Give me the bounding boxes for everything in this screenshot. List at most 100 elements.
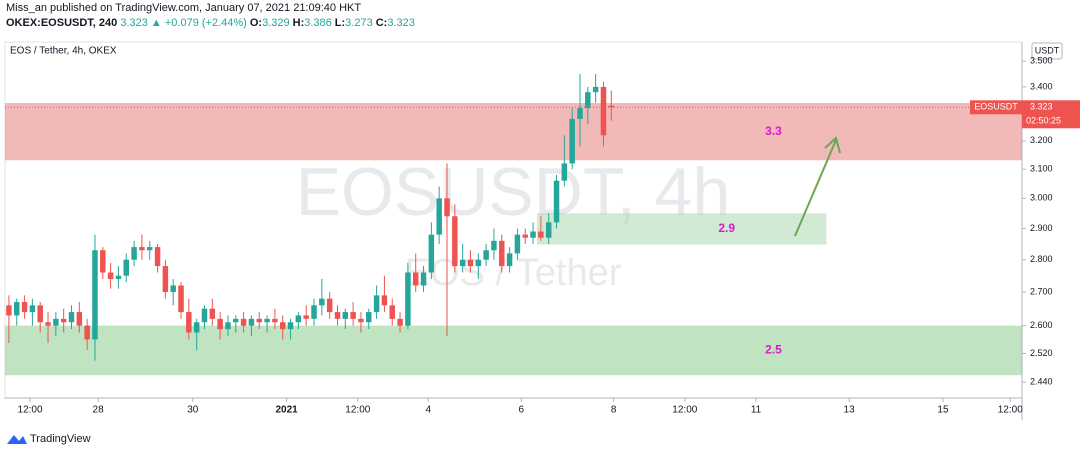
zone bbox=[536, 213, 827, 245]
candle-body bbox=[53, 318, 59, 326]
y-tick-label: 2.600 bbox=[1030, 320, 1053, 330]
ohlc-key: O: bbox=[249, 17, 263, 29]
candle-body bbox=[217, 318, 223, 330]
candle-body bbox=[162, 266, 169, 293]
last: 3.323 bbox=[120, 17, 148, 29]
ohlc-value: 3.323 bbox=[387, 17, 415, 29]
y-tick-label: 3.000 bbox=[1030, 193, 1053, 203]
byline: Miss_an published on TradingView.com, Ja… bbox=[6, 2, 362, 14]
candle-body bbox=[373, 295, 380, 313]
candle-body bbox=[193, 322, 200, 333]
candle-body bbox=[201, 308, 208, 323]
candle-body bbox=[146, 247, 153, 251]
candle-body bbox=[350, 312, 356, 319]
x-tick-label: 30 bbox=[187, 405, 199, 416]
last-name: EOSUSDT bbox=[974, 102, 1018, 112]
last-value-box bbox=[1022, 100, 1080, 129]
y-tick-label: 3.200 bbox=[1030, 135, 1053, 145]
candle-body bbox=[115, 275, 122, 279]
candle-body bbox=[569, 118, 575, 164]
zone-label: 3.3 bbox=[765, 124, 782, 138]
last-name-box bbox=[970, 100, 1022, 115]
x-tick-label: 15 bbox=[937, 405, 949, 416]
currency-button[interactable] bbox=[1031, 42, 1063, 60]
candle-body bbox=[170, 285, 176, 293]
zone-label: 2.9 bbox=[718, 221, 735, 235]
candle-body bbox=[412, 272, 419, 286]
candle-body bbox=[37, 305, 43, 323]
x-tick-label: 4 bbox=[425, 405, 431, 416]
candle-body bbox=[506, 253, 513, 267]
x-tick-label: 8 bbox=[611, 405, 617, 416]
candle-body bbox=[45, 322, 51, 326]
candle-body bbox=[483, 250, 489, 260]
ohlc-value: 3.386 bbox=[304, 17, 332, 29]
ohlc-key: C: bbox=[375, 17, 388, 29]
candle-body bbox=[123, 259, 129, 276]
currency-label[interactable]: USDT bbox=[1035, 45, 1060, 55]
y-tick-label: 2.800 bbox=[1030, 254, 1053, 264]
candle-body bbox=[608, 105, 615, 108]
x-tick-label: 12:00 bbox=[998, 405, 1023, 416]
y-tick-label: 2.700 bbox=[1030, 286, 1053, 296]
candle-body bbox=[577, 108, 583, 119]
candle-body bbox=[256, 318, 262, 323]
candle-body bbox=[334, 312, 341, 319]
candle-body bbox=[264, 318, 270, 323]
ohlc: O:3.329 H:3.386 L:3.273 C:3.323 bbox=[250, 17, 418, 29]
candle-body bbox=[139, 247, 145, 251]
candle-body bbox=[295, 315, 302, 323]
candle-body bbox=[100, 250, 106, 273]
candle-body bbox=[428, 234, 435, 273]
candle-body bbox=[319, 298, 325, 306]
candle-body bbox=[178, 285, 184, 313]
candle-body bbox=[209, 308, 216, 319]
arrow bbox=[794, 136, 841, 237]
watermark-sub: EOS / Tether bbox=[405, 252, 622, 294]
candle-body bbox=[248, 318, 255, 326]
candle-body bbox=[538, 231, 544, 238]
watermark: EOSUSDT, 4h EOS / Tether bbox=[296, 154, 731, 294]
ohlc-key: L: bbox=[334, 17, 346, 29]
candle-body bbox=[303, 315, 309, 319]
x-tick-label: 11 bbox=[751, 405, 762, 416]
x-tick-label: 6 bbox=[519, 405, 525, 416]
x-tick-label: 12:00 bbox=[345, 405, 370, 416]
candle-body bbox=[358, 318, 364, 323]
candle-body bbox=[311, 305, 317, 319]
candle-body bbox=[107, 272, 114, 279]
candle-body bbox=[459, 259, 466, 267]
candle-body bbox=[592, 86, 599, 93]
candle-body bbox=[514, 234, 521, 254]
ohlc-value: 3.329 bbox=[262, 17, 290, 29]
candle-body bbox=[287, 322, 294, 330]
candle-body bbox=[389, 305, 395, 319]
candle-body bbox=[60, 318, 67, 323]
y-tick-label: 3.500 bbox=[1030, 55, 1053, 65]
candle-body bbox=[342, 312, 349, 319]
candle-body bbox=[452, 216, 458, 267]
candle-body bbox=[561, 163, 568, 181]
candle-body bbox=[381, 295, 388, 306]
candle-body bbox=[475, 259, 482, 267]
candle-body bbox=[92, 250, 98, 340]
x-tick-label: 12:00 bbox=[18, 405, 43, 416]
brand: TradingView bbox=[7, 433, 91, 445]
candle-body bbox=[420, 272, 427, 286]
candle-body bbox=[279, 322, 286, 330]
candle-body bbox=[240, 318, 247, 326]
x-tick-label: 13 bbox=[844, 405, 856, 416]
candle-body bbox=[225, 322, 231, 330]
candle-body bbox=[467, 259, 474, 267]
candle-body bbox=[6, 305, 12, 316]
candle-body bbox=[522, 234, 528, 238]
candle-body bbox=[29, 305, 36, 313]
ohlc-value: 3.273 bbox=[345, 17, 373, 29]
candle-body bbox=[154, 247, 161, 267]
symbol-line: OKEX:EOSUSDT, 240 3.323 ▲ +0.079 (+2.44%… bbox=[6, 17, 418, 29]
zone bbox=[5, 325, 1022, 376]
x-tick-label: 2021 bbox=[276, 405, 299, 416]
candle-body bbox=[405, 272, 411, 326]
brand-logo bbox=[7, 435, 27, 444]
